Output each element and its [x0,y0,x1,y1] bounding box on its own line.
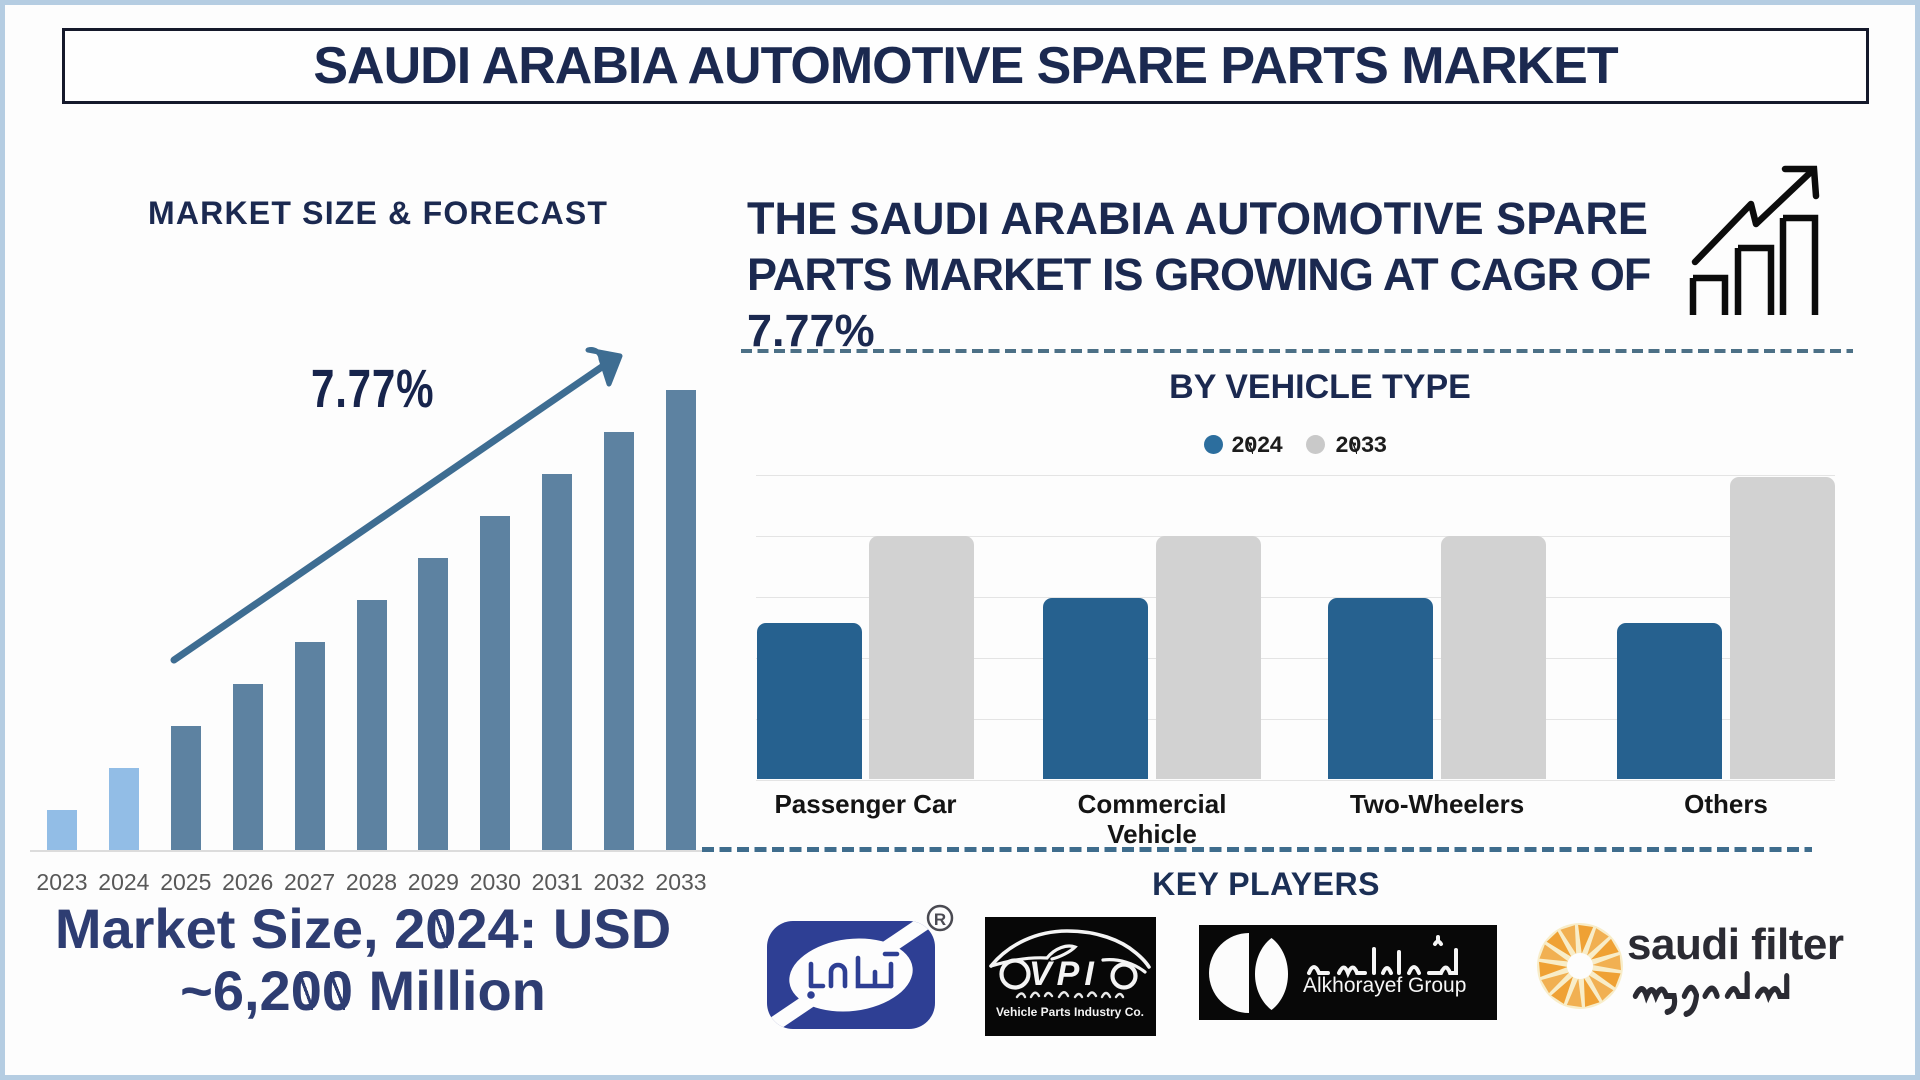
svg-text:R: R [934,910,946,929]
svg-text:saudi filter: saudi filter [1627,920,1844,969]
svg-text:Vehicle Parts Industry Co.: Vehicle Parts Industry Co. [996,1005,1144,1019]
svg-text:Alkhorayef Group: Alkhorayef Group [1303,974,1466,997]
svg-text:VPI: VPI [1029,955,1099,993]
